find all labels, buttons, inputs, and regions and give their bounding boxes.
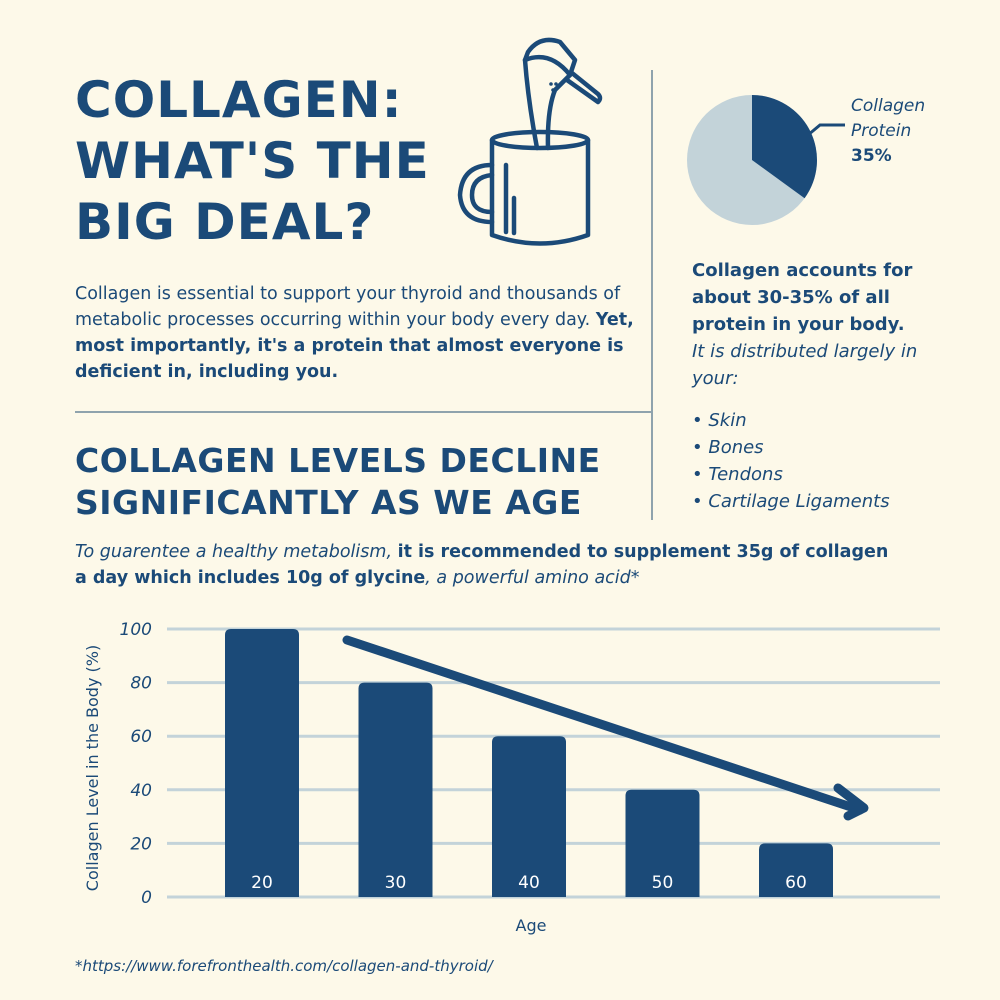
source-citation: *https://www.forefronthealth.com/collage… bbox=[75, 957, 493, 975]
y-tick-label: 20 bbox=[130, 834, 152, 854]
y-tick-label: 80 bbox=[130, 674, 152, 694]
bar-age-30 bbox=[358, 682, 433, 897]
recommendation-text: To guarentee a healthy metabolism, it is… bbox=[75, 539, 895, 591]
y-tick-label: 100 bbox=[120, 620, 152, 640]
y-tick-label: 40 bbox=[130, 781, 152, 801]
y-tick-label: 0 bbox=[141, 888, 152, 908]
bar-age-50 bbox=[625, 789, 700, 897]
title-line: BIG DEAL? bbox=[75, 193, 375, 251]
x-category-label: 30 bbox=[385, 873, 407, 893]
main-title: COLLAGEN: WHAT'S THE BIG DEAL? bbox=[75, 70, 430, 253]
pie-label-line: Protein bbox=[851, 121, 912, 141]
section-title-line: COLLAGEN LEVELS DECLINE bbox=[75, 441, 601, 480]
pie-leader-line bbox=[807, 123, 845, 137]
pie-label: Collagen Protein 35% bbox=[851, 94, 925, 169]
title-line: WHAT'S THE bbox=[75, 132, 430, 190]
vertical-divider bbox=[651, 70, 653, 520]
bar-age-40 bbox=[492, 736, 566, 897]
bar-age-60 bbox=[759, 843, 833, 897]
list-item: • Skin bbox=[692, 410, 747, 431]
bar-age-20 bbox=[225, 629, 299, 897]
recommendation-italic: To guarentee a healthy metabolism bbox=[75, 542, 387, 562]
y-tick-label: 60 bbox=[130, 727, 152, 747]
x-category-label: 50 bbox=[652, 873, 674, 893]
pie-slice-collagen bbox=[752, 95, 817, 199]
x-category-label: 20 bbox=[251, 873, 273, 893]
mug-with-scoop-icon bbox=[457, 37, 603, 246]
recommendation-comma: , bbox=[386, 542, 398, 562]
x-category-label: 60 bbox=[785, 873, 807, 893]
list-item: • Cartilage Ligaments bbox=[692, 491, 890, 512]
horizontal-divider bbox=[75, 411, 653, 413]
side-italic-text: It is distributed largely in your: bbox=[692, 341, 918, 389]
side-bold-text: Collagen accounts for about 30-35% of al… bbox=[692, 260, 913, 335]
x-axis-label: Age bbox=[516, 916, 547, 935]
section-title-line: SIGNIFICANTLY AS WE AGE bbox=[75, 483, 582, 522]
section-title: COLLAGEN LEVELS DECLINE SIGNIFICANTLY AS… bbox=[75, 440, 601, 524]
intro-paragraph: Collagen is essential to support your th… bbox=[75, 281, 635, 385]
recommendation-bold: it is recommended to supplement 35g of c… bbox=[75, 542, 889, 588]
side-text: Collagen accounts for about 30-35% of al… bbox=[692, 257, 962, 515]
recommendation-italic: , a powerful amino acid* bbox=[425, 568, 640, 588]
x-category-label: 40 bbox=[518, 873, 540, 893]
list-item: • Tendons bbox=[692, 464, 783, 485]
list-item: • Bones bbox=[692, 437, 764, 458]
pie-label-line: Collagen bbox=[851, 96, 926, 116]
bar-chart: Collagen Level in the Body (%) Age 0 20 40… bbox=[83, 620, 940, 935]
pie-value-label: 35% bbox=[851, 146, 892, 166]
trend-arrow bbox=[342, 635, 869, 821]
body-parts-list: • Skin • Bones • Tendons • Cartilage Lig… bbox=[692, 407, 962, 515]
title-line: COLLAGEN: bbox=[75, 71, 403, 129]
intro-bold-text: Yet, most importantly, it's a protein th… bbox=[75, 310, 634, 382]
y-axis-label: Collagen Level in the Body (%) bbox=[83, 645, 102, 891]
pie-chart bbox=[687, 95, 845, 225]
intro-text: Collagen is essential to support your th… bbox=[75, 284, 621, 330]
